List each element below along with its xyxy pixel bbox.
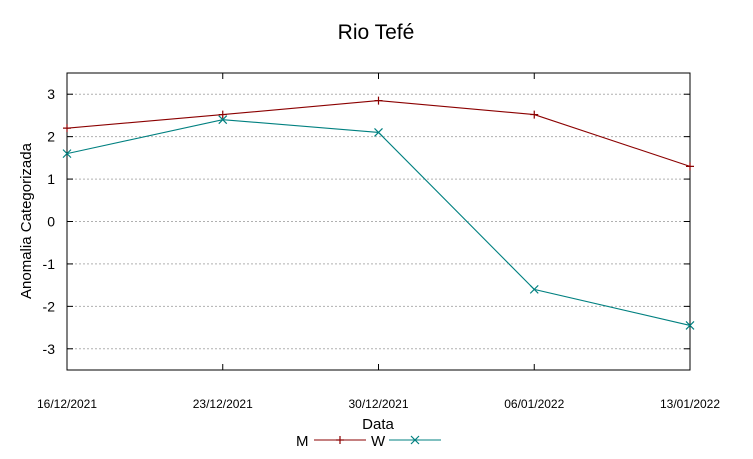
x-tick-label: 06/01/2022 — [504, 397, 564, 411]
y-tick-label: 3 — [47, 86, 55, 102]
y-tick-label: 0 — [47, 214, 55, 230]
data-point-m — [686, 162, 694, 171]
data-point-m — [530, 110, 539, 119]
data-point-w — [529, 284, 539, 294]
y-tick-label: -3 — [43, 341, 56, 357]
data-point-w — [218, 115, 228, 125]
series-w — [62, 115, 695, 330]
data-point-m — [218, 110, 227, 119]
y-tick-label: 1 — [47, 171, 55, 187]
y-axis: 3 2 1 0 -1 -2 -3 — [43, 86, 690, 357]
legend-swatch-marker — [336, 436, 344, 444]
data-point-w — [374, 127, 383, 137]
series-m — [63, 96, 694, 171]
chart-title: Rio Tefé — [338, 21, 415, 44]
legend-label: M — [296, 433, 309, 450]
data-point-w — [62, 149, 72, 159]
x-tick-label: 13/01/2022 — [660, 397, 720, 411]
y-tick-label: 2 — [47, 129, 55, 145]
series-line-w — [66, 119, 691, 326]
y-tick-label: -2 — [43, 298, 56, 314]
y-tick-label: -1 — [43, 256, 56, 272]
x-tick-label: 23/12/2021 — [193, 397, 253, 411]
x-tick-label: 30/12/2021 — [348, 397, 408, 411]
x-tick-label: 16/12/2021 — [37, 397, 97, 411]
data-point-w — [685, 321, 695, 330]
series-layer — [62, 96, 695, 330]
x-axis-label: Data — [362, 416, 394, 433]
data-point-m — [374, 96, 383, 105]
legend-swatch-marker — [410, 435, 420, 445]
x-axis: 16/12/2021 23/12/2021 30/12/2021 06/01/2022… — [37, 73, 720, 411]
data-point-m — [63, 124, 71, 133]
y-axis-label: Anomalia Categorizada — [18, 142, 35, 299]
legend-label: W — [371, 433, 386, 450]
